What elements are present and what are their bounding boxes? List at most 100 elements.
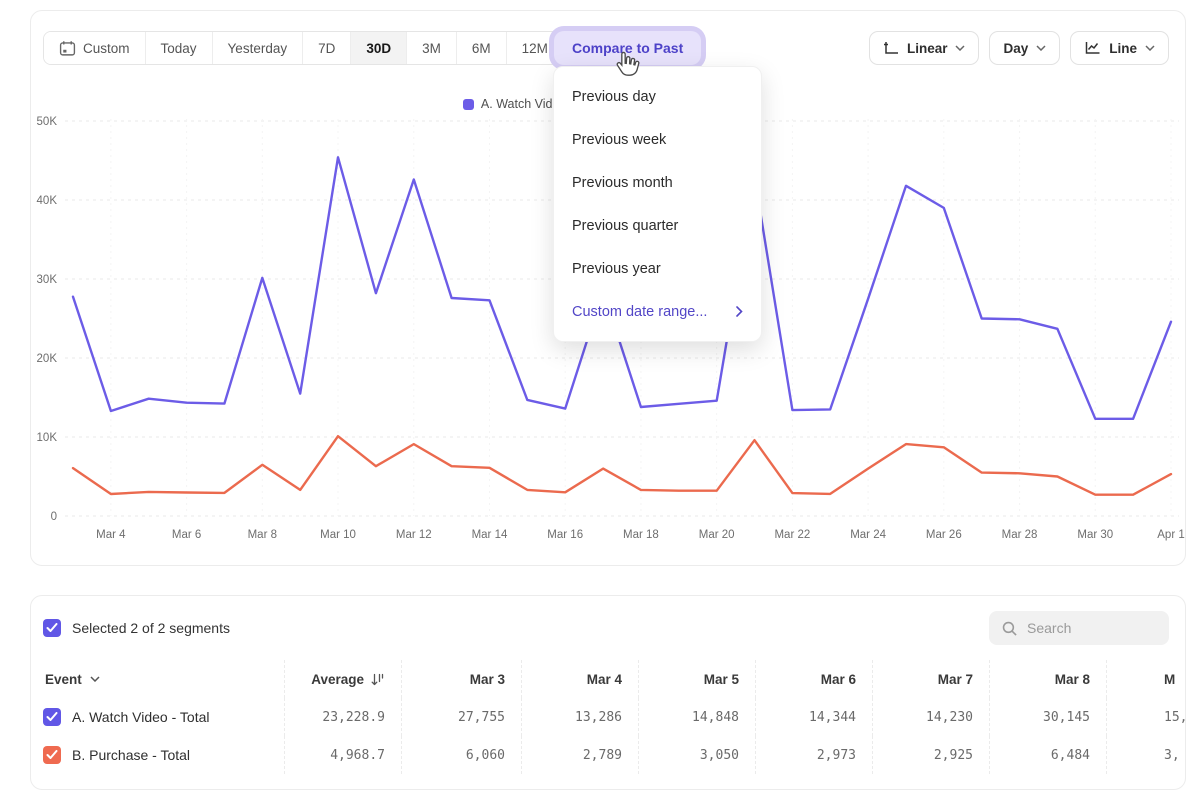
average-cell: 4,968.7	[284, 736, 401, 774]
svg-text:Apr 1: Apr 1	[1157, 529, 1185, 541]
svg-text:40K: 40K	[37, 195, 58, 207]
chevron-right-icon	[736, 306, 743, 317]
svg-text:Mar 30: Mar 30	[1077, 529, 1113, 541]
svg-text:10K: 10K	[37, 432, 58, 444]
value-cell: 13,286	[521, 698, 638, 736]
average-cell: 23,228.9	[284, 698, 401, 736]
sort-descending-icon	[371, 673, 385, 686]
value-cell: 2,925	[872, 736, 989, 774]
segments-header: Selected 2 of 2 segments Search	[31, 596, 1185, 660]
value-cell: 6,484	[989, 736, 1106, 774]
date-column-header[interactable]: Mar 6	[755, 660, 872, 698]
interval-select-button[interactable]: Day	[989, 31, 1060, 65]
segment-label: B. Purchase - Total	[72, 747, 190, 763]
scale-label: Linear	[907, 41, 948, 56]
date-column-header[interactable]: Mar 5	[638, 660, 755, 698]
date-range-custom[interactable]: Custom	[44, 32, 146, 64]
svg-text:Mar 22: Mar 22	[774, 529, 810, 541]
date-column-header[interactable]: M	[1106, 660, 1186, 698]
svg-text:Mar 8: Mar 8	[248, 529, 277, 541]
event-column-header[interactable]: Event	[31, 660, 284, 698]
search-icon	[1001, 620, 1018, 637]
svg-text:Mar 26: Mar 26	[926, 529, 962, 541]
check-icon	[46, 712, 58, 722]
value-cell: 15,	[1106, 698, 1186, 736]
date-range-today[interactable]: Today	[146, 32, 213, 64]
date-column-header[interactable]: Mar 8	[989, 660, 1106, 698]
value-cell: 14,848	[638, 698, 755, 736]
chevron-down-icon	[1145, 45, 1155, 51]
date-range-30d[interactable]: 30D	[351, 32, 407, 64]
svg-text:50K: 50K	[37, 116, 58, 128]
menu-item-custom-date-range[interactable]: Custom date range...	[554, 290, 761, 333]
scale-select-button[interactable]: Linear	[869, 31, 980, 65]
linear-axis-icon	[883, 41, 899, 55]
value-cell: 2,973	[755, 736, 872, 774]
date-range-3m[interactable]: 3M	[407, 32, 457, 64]
chevron-down-icon	[1036, 45, 1046, 51]
menu-item-previous-quarter[interactable]: Previous quarter	[554, 204, 761, 247]
interval-label: Day	[1003, 41, 1028, 56]
menu-item-previous-week[interactable]: Previous week	[554, 118, 761, 161]
date-range-segmented-control: CustomTodayYesterday7D30D3M6M12M	[43, 31, 564, 65]
compare-to-past-button[interactable]: Compare to Past	[554, 31, 701, 65]
segment-label: A. Watch Video - Total	[72, 709, 209, 725]
date-column-header[interactable]: Mar 4	[521, 660, 638, 698]
value-cell: 14,230	[872, 698, 989, 736]
value-cell: 30,145	[989, 698, 1106, 736]
svg-text:0: 0	[51, 511, 57, 523]
chevron-down-icon	[90, 676, 100, 682]
select-all-checkbox[interactable]	[43, 619, 61, 637]
value-cell: 6,060	[401, 736, 521, 774]
line-chart-icon	[1084, 41, 1101, 55]
svg-text:Mar 10: Mar 10	[320, 529, 356, 541]
date-range-toolbar: CustomTodayYesterday7D30D3M6M12M	[43, 31, 564, 65]
value-cell: 3,050	[638, 736, 755, 774]
segment-cell: B. Purchase - Total	[31, 736, 284, 774]
svg-text:20K: 20K	[37, 353, 58, 365]
svg-text:Mar 20: Mar 20	[699, 529, 735, 541]
svg-text:Mar 28: Mar 28	[1002, 529, 1038, 541]
table-body: A. Watch Video - Total 23,228.927,75513,2…	[31, 698, 1185, 774]
svg-text:Mar 16: Mar 16	[547, 529, 583, 541]
selected-segments-label: Selected 2 of 2 segments	[72, 620, 230, 636]
compare-to-past-menu: Previous dayPrevious weekPrevious monthP…	[553, 66, 762, 342]
chart-controls: Linear Day Line	[869, 31, 1169, 65]
table-header-row: Event Average Mar 3Mar 4Mar 5Mar 6Mar 7M…	[31, 660, 1185, 698]
svg-text:Mar 12: Mar 12	[396, 529, 432, 541]
search-input[interactable]: Search	[989, 611, 1169, 645]
chart-type-label: Line	[1109, 41, 1137, 56]
calendar-icon	[59, 40, 76, 57]
date-range-7d[interactable]: 7D	[303, 32, 351, 64]
menu-item-previous-day[interactable]: Previous day	[554, 75, 761, 118]
table-row: A. Watch Video - Total 23,228.927,75513,2…	[31, 698, 1185, 736]
svg-text:Mar 4: Mar 4	[96, 529, 126, 541]
svg-text:30K: 30K	[37, 274, 58, 286]
date-column-header[interactable]: Mar 7	[872, 660, 989, 698]
svg-text:Mar 24: Mar 24	[850, 529, 886, 541]
value-cell: 2,789	[521, 736, 638, 774]
segments-card: Selected 2 of 2 segments Search Event Av…	[30, 595, 1186, 790]
segment-checkbox[interactable]	[43, 746, 61, 764]
segment-cell: A. Watch Video - Total	[31, 698, 284, 736]
svg-text:Mar 14: Mar 14	[472, 529, 508, 541]
legend-swatch	[463, 99, 474, 110]
date-column-header[interactable]: Mar 3	[401, 660, 521, 698]
menu-item-previous-month[interactable]: Previous month	[554, 161, 761, 204]
search-placeholder: Search	[1027, 620, 1071, 636]
value-cell: 27,755	[401, 698, 521, 736]
check-icon	[46, 750, 58, 760]
date-range-6m[interactable]: 6M	[457, 32, 507, 64]
average-column-header[interactable]: Average	[284, 660, 401, 698]
value-cell: 3,	[1106, 736, 1186, 774]
table-row: B. Purchase - Total 4,968.76,0602,7893,05…	[31, 736, 1185, 774]
date-range-yesterday[interactable]: Yesterday	[213, 32, 304, 64]
svg-text:Mar 6: Mar 6	[172, 529, 201, 541]
chart-type-select-button[interactable]: Line	[1070, 31, 1169, 65]
svg-text:Mar 18: Mar 18	[623, 529, 659, 541]
menu-item-previous-year[interactable]: Previous year	[554, 247, 761, 290]
value-cell: 14,344	[755, 698, 872, 736]
chevron-down-icon	[955, 45, 965, 51]
segment-checkbox[interactable]	[43, 708, 61, 726]
check-icon	[46, 623, 58, 633]
